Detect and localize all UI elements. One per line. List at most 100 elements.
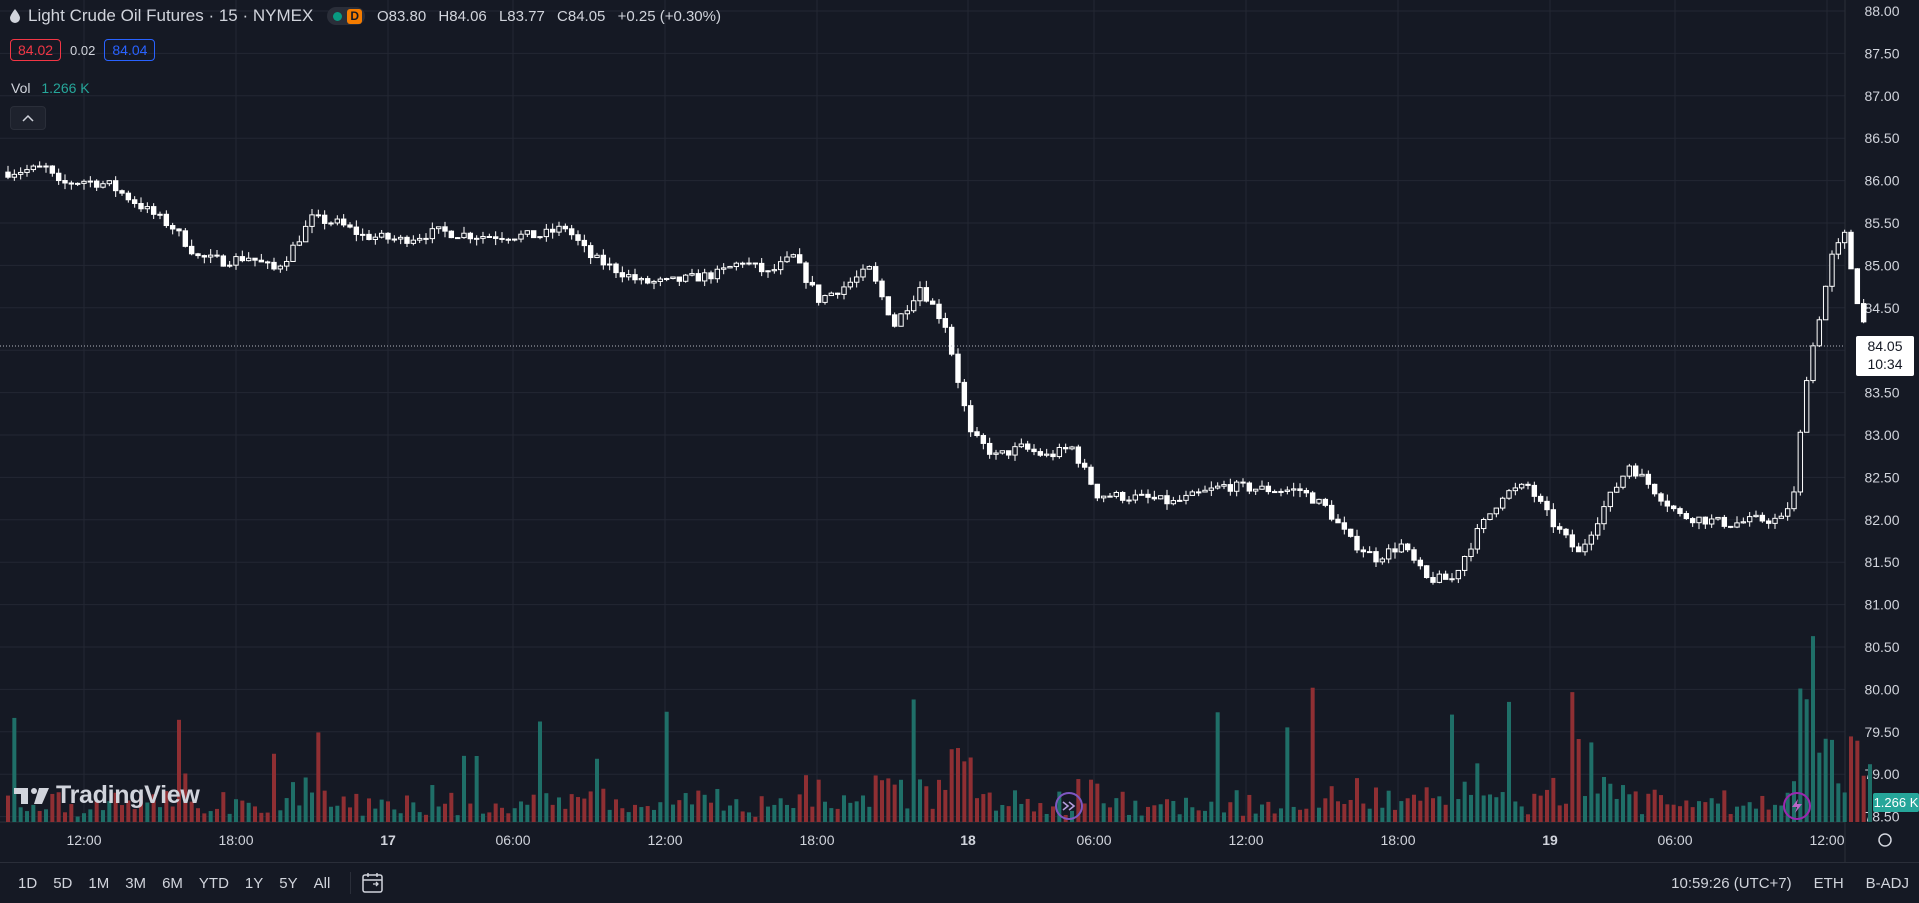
candle-body xyxy=(391,238,398,241)
candle-body xyxy=(226,264,233,267)
volume-bar xyxy=(1855,740,1860,822)
volume-bar xyxy=(1500,792,1505,822)
candle-body xyxy=(1670,505,1677,510)
date-range-selector: 1D 5D 1M 3M 6M YTD 1Y 5Y All xyxy=(10,875,338,892)
tradingview-logo[interactable]: TradingView xyxy=(14,781,200,810)
candle-body xyxy=(847,281,854,288)
time-axis-tick: 18:00 xyxy=(1380,832,1415,848)
volume-bar xyxy=(1399,801,1404,822)
candle-body xyxy=(150,206,157,215)
candle-body xyxy=(670,276,676,280)
candle-body xyxy=(1411,549,1417,561)
candle-body xyxy=(1366,551,1373,554)
price-axis-tick: 78.50 xyxy=(1864,809,1899,825)
volume-bar xyxy=(367,798,371,822)
volume-bar xyxy=(576,797,580,822)
volume-bar xyxy=(1462,781,1467,822)
volume-bar xyxy=(1747,802,1752,822)
candle-body xyxy=(1335,518,1341,524)
volume-bar xyxy=(253,806,257,822)
volume-price-label: 1.266 K xyxy=(1873,793,1919,812)
volume-bar xyxy=(645,806,650,822)
volume-bar xyxy=(1279,808,1283,822)
time-axis-tick: 18:00 xyxy=(218,832,253,848)
range-3m[interactable]: 3M xyxy=(125,874,147,892)
volume-bar xyxy=(1811,636,1815,822)
candle-body xyxy=(708,272,714,280)
range-5y[interactable]: 5Y xyxy=(279,874,298,892)
session-toggle[interactable]: ETH xyxy=(1813,874,1844,892)
candle-body xyxy=(378,232,385,238)
candle-body xyxy=(68,182,75,185)
volume-bar xyxy=(126,800,131,822)
volume-bar xyxy=(158,807,162,822)
candle-body xyxy=(1005,450,1012,456)
volume-bar xyxy=(1766,809,1771,822)
volume-bar xyxy=(1627,794,1632,822)
range-ytd[interactable]: YTD xyxy=(198,874,229,892)
candle-body xyxy=(1341,522,1348,530)
candle-body xyxy=(974,431,980,437)
candle-body xyxy=(961,381,968,407)
symbol-title[interactable]: Light Crude Oil Futures · 15 · NYMEX xyxy=(28,6,314,25)
go-to-date-button[interactable] xyxy=(361,872,385,894)
volume-bar xyxy=(1000,804,1005,822)
candle-body xyxy=(1822,285,1829,321)
session-break-icon[interactable] xyxy=(1055,792,1083,820)
buy-price-button[interactable]: 84.04 xyxy=(104,39,156,61)
price-axis-tick: 80.50 xyxy=(1864,639,1899,655)
clock-timezone[interactable]: 10:59:26 (UTC+7) xyxy=(1671,874,1792,892)
time-axis-tick: 17 xyxy=(380,832,396,848)
range-1m[interactable]: 1M xyxy=(88,874,110,892)
volume-bar xyxy=(1526,814,1530,822)
volume-bar xyxy=(1114,798,1119,822)
range-all[interactable]: All xyxy=(313,874,331,892)
candle-body xyxy=(1056,447,1063,458)
candle-body xyxy=(1297,488,1303,492)
volume-label[interactable]: Vol xyxy=(11,80,31,96)
candle-body xyxy=(245,257,252,262)
volume-bar xyxy=(1139,815,1144,822)
adjustment-toggle[interactable]: B-ADJ xyxy=(1865,874,1909,892)
time-axis-tick: 18:00 xyxy=(799,832,834,848)
range-6m[interactable]: 6M xyxy=(162,874,183,892)
collapse-legend-button[interactable] xyxy=(10,106,46,130)
volume-bar xyxy=(1317,807,1321,822)
market-status-pill[interactable]: D xyxy=(327,7,365,25)
last-price-label: 84.05 10:34 xyxy=(1856,336,1914,376)
volume-bar xyxy=(50,793,55,822)
settings-gear-icon[interactable] xyxy=(1878,833,1892,847)
volume-bar xyxy=(658,802,663,822)
volume-bar xyxy=(690,804,694,822)
range-1y[interactable]: 1Y xyxy=(244,874,264,892)
candle-body xyxy=(758,262,765,273)
volume-bar xyxy=(835,808,840,822)
candle-body xyxy=(1810,345,1816,382)
volume-bar xyxy=(1323,798,1328,822)
volume-bar xyxy=(398,813,403,822)
range-1d[interactable]: 1D xyxy=(18,874,38,892)
candle-body xyxy=(1417,559,1424,567)
volume-bar xyxy=(1589,742,1594,822)
volume-bar xyxy=(1728,814,1733,822)
lightning-icon[interactable] xyxy=(1783,792,1811,820)
candle-body xyxy=(201,255,208,258)
volume-bar xyxy=(411,802,416,822)
sell-price-button[interactable]: 84.02 xyxy=(10,39,62,61)
candle-body xyxy=(410,239,417,244)
range-5d[interactable]: 5D xyxy=(53,874,73,892)
volume-bar xyxy=(519,801,523,822)
candle-body xyxy=(803,262,809,283)
volume-bar xyxy=(1412,794,1416,822)
volume-bar xyxy=(297,805,302,822)
volume-bar xyxy=(1393,809,1397,822)
volume-bar xyxy=(1773,804,1777,822)
candle-body xyxy=(568,228,575,236)
volume-bar xyxy=(1652,789,1657,822)
volume-bar xyxy=(975,798,979,822)
volume-bar xyxy=(322,790,327,822)
candle-body xyxy=(119,190,125,194)
volume-bar xyxy=(208,811,213,822)
